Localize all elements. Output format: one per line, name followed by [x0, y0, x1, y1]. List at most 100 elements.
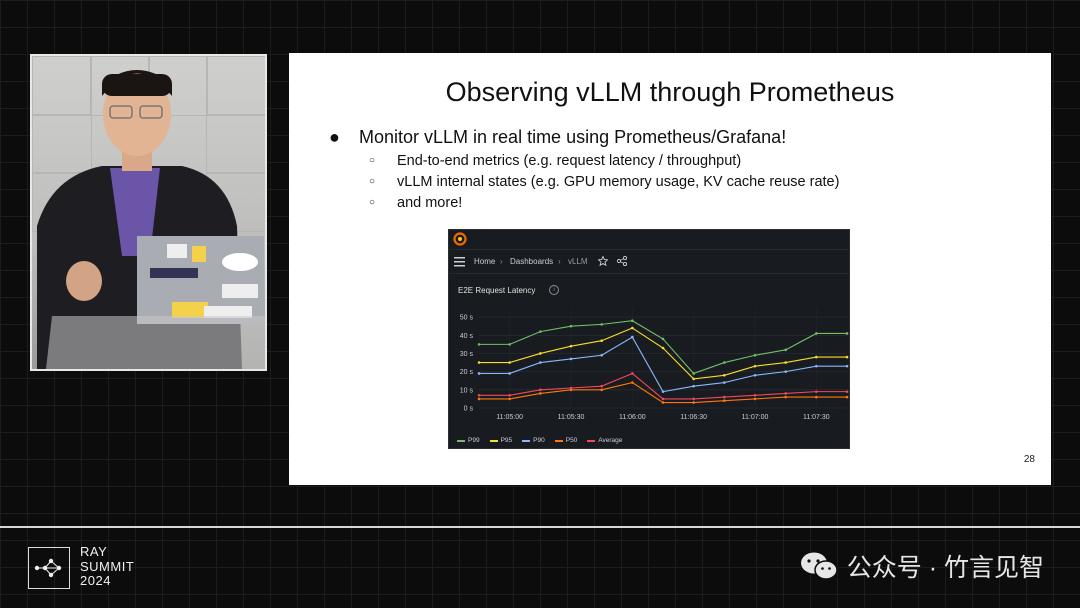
data-point: [569, 357, 573, 361]
data-point: [661, 390, 665, 393]
data-point: [600, 388, 603, 392]
data-point: [845, 395, 849, 399]
x-tick-label: 11:05:00: [496, 414, 523, 421]
data-point: [845, 332, 849, 335]
wechat-watermark: 公众号 · 竹言见智: [799, 548, 1044, 584]
panel-title: E2E Request Latency: [458, 286, 536, 295]
data-point: [661, 337, 665, 341]
data-point: [753, 393, 757, 397]
data-point: [661, 346, 665, 350]
grafana-logo-icon: [453, 232, 467, 246]
event-line: SUMMIT: [80, 558, 135, 574]
legend-item[interactable]: P99: [457, 437, 480, 444]
data-point: [815, 390, 818, 393]
x-tick-label: 11:05:30: [558, 414, 585, 421]
sub-bullet-circle: ○: [369, 176, 376, 187]
data-point: [753, 364, 757, 368]
legend-item[interactable]: P50: [554, 437, 578, 444]
latency-chart: 0 s 10 s 20 s 30 s 40 s 50 s 11:05:00 11:05:30 1…: [460, 308, 849, 421]
wechat-icon: [800, 552, 838, 580]
data-point: [631, 319, 634, 323]
sub-bullet: ○ End-to-end metrics (e.g. request latenc…: [369, 153, 741, 169]
data-point: [784, 370, 787, 373]
data-point: [508, 343, 511, 346]
data-point: [631, 381, 634, 384]
legend-label: P50: [565, 437, 578, 444]
hamburger-menu-icon[interactable]: [454, 257, 466, 267]
data-point: [539, 392, 542, 395]
sub-bullet-circle: ○: [369, 155, 376, 166]
divider-line: [0, 526, 1080, 528]
grafana-panel: Home › Dashboards › vLLM E2E Request Lat…: [448, 229, 850, 449]
breadcrumb-vllm[interactable]: vLLM: [568, 257, 588, 266]
data-point: [784, 395, 787, 399]
event-year: 2024: [80, 573, 111, 588]
y-tick-label: 10 s: [460, 387, 474, 394]
sub-bullet-text: End-to-end metrics (e.g. request latency…: [397, 153, 742, 169]
data-point: [631, 372, 634, 375]
x-tick-label: 11:07:30: [803, 414, 830, 421]
data-point: [539, 330, 542, 333]
data-point: [723, 395, 726, 399]
sub-bullet-text: vLLM internal states (e.g. GPU memory us…: [397, 174, 840, 190]
main-bullet-text: Monitor vLLM in real time using Promethe…: [359, 127, 787, 147]
legend-label: P95: [500, 437, 513, 444]
sub-bullet: ○ vLLM internal states (e.g. GPU memory u…: [369, 174, 839, 190]
data-point: [539, 388, 542, 392]
data-point: [477, 372, 481, 375]
grafana-navbar: [449, 249, 849, 274]
watermark-account-name: 公众号 · 竹言见智: [846, 554, 1044, 582]
data-point: [815, 355, 818, 359]
data-point: [815, 395, 818, 399]
data-point: [815, 332, 818, 335]
data-point: [845, 364, 849, 368]
slide-page-number: 28: [1023, 454, 1035, 465]
data-point: [477, 361, 481, 364]
y-tick-label: 0 s: [464, 406, 474, 413]
data-point: [508, 393, 511, 397]
data-point: [753, 353, 757, 357]
data-point: [845, 355, 849, 359]
legend-swatch: [587, 439, 596, 442]
data-point: [723, 361, 726, 364]
bullet-dot: ●: [329, 127, 340, 147]
ray-summit-logo-icon: [28, 547, 70, 589]
breadcrumb-dashboards[interactable]: Dashboards: [510, 257, 554, 266]
legend-swatch: [522, 439, 531, 442]
y-tick-label: 50 s: [460, 315, 474, 322]
data-point: [692, 401, 695, 404]
legend-item[interactable]: Average: [587, 437, 622, 444]
data-point: [600, 384, 603, 388]
speaker-video: [30, 54, 267, 371]
info-icon[interactable]: i: [549, 285, 559, 295]
sub-bullet-text: and more!: [397, 195, 463, 211]
data-point: [723, 381, 726, 384]
sub-bullet: ○ and more!: [369, 195, 462, 211]
data-point: [815, 364, 818, 368]
data-point: [784, 348, 787, 352]
data-point: [508, 397, 511, 401]
y-tick-label: 40 s: [460, 333, 474, 340]
data-point: [539, 361, 542, 364]
data-point: [600, 323, 603, 326]
data-point: [508, 372, 511, 375]
legend-item[interactable]: P90: [522, 437, 545, 444]
chart-legend: P99 P95 P90 P50 Average: [457, 437, 622, 444]
data-point: [753, 397, 757, 401]
breadcrumb-separator: ›: [558, 257, 561, 266]
data-point: [600, 339, 603, 343]
data-point: [600, 353, 603, 357]
legend-swatch: [554, 439, 563, 442]
star-icon[interactable]: [598, 256, 608, 266]
data-point: [723, 399, 726, 403]
breadcrumb-home[interactable]: Home: [474, 257, 496, 266]
event-name: RAY SUMMIT 2024: [80, 544, 135, 589]
x-tick-label: 11:06:30: [680, 414, 707, 421]
share-icon[interactable]: [617, 256, 627, 266]
data-point: [508, 361, 511, 364]
data-point: [845, 390, 849, 393]
legend-label: P99: [468, 437, 480, 444]
legend-item[interactable]: P95: [489, 437, 513, 444]
data-point: [784, 392, 787, 395]
legend-label: P90: [533, 437, 545, 444]
